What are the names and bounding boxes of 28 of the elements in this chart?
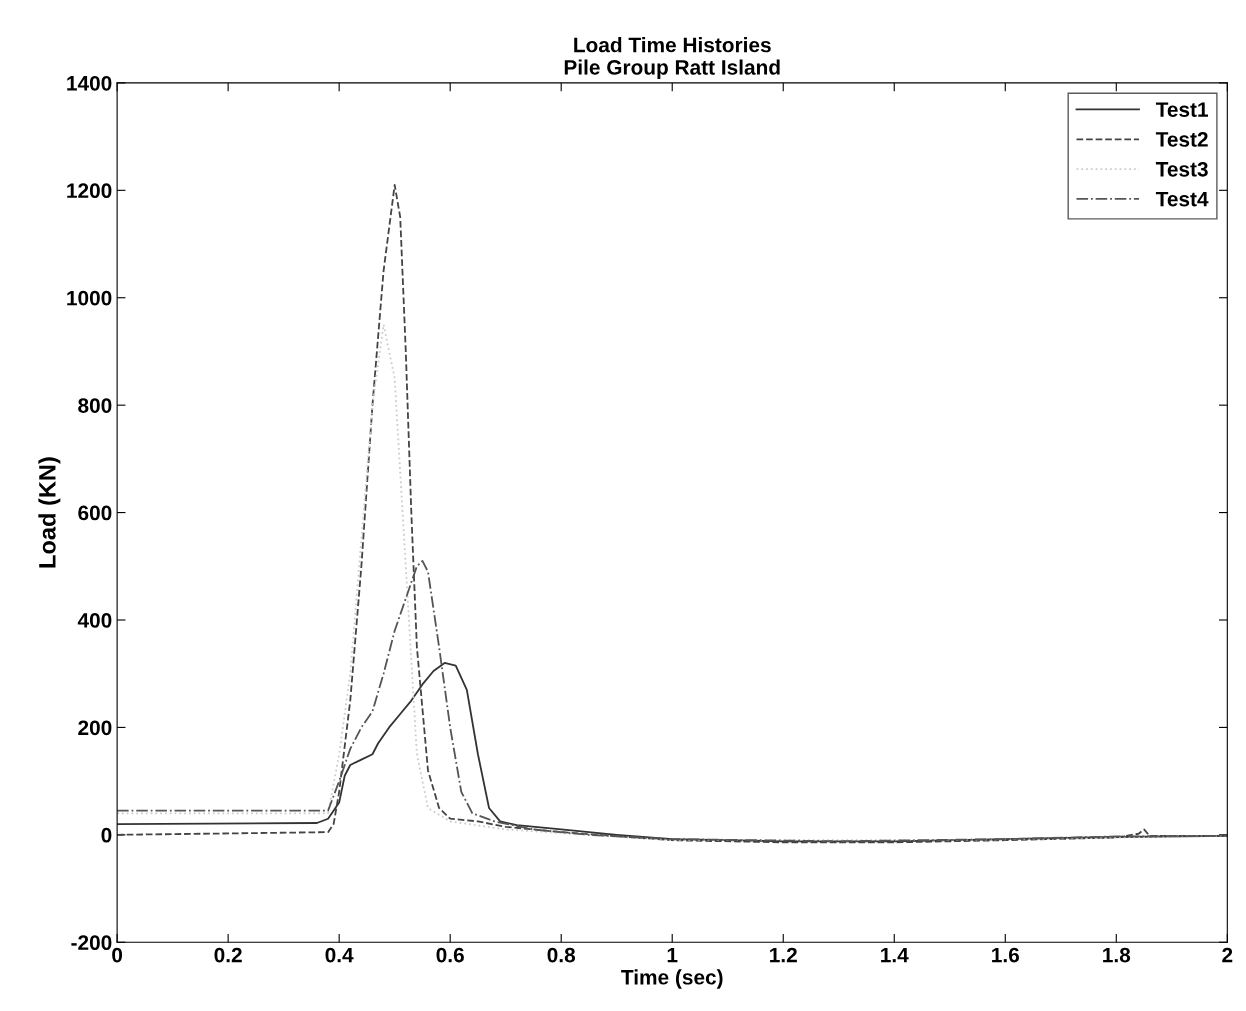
- x-tick-label: 1.8: [1103, 947, 1131, 963]
- x-axis-title: Time (sec): [621, 969, 723, 989]
- line-series: [117, 560, 1228, 843]
- y-tick-label: 400: [77, 613, 112, 628]
- legend-label: Test1: [1155, 102, 1208, 117]
- y-tick-label: 600: [78, 505, 112, 521]
- x-tick-label: 0: [112, 947, 123, 963]
- chart-title: Load Time Histories Pile Group Ratt Island: [564, 37, 780, 79]
- y-tick-label: 1200: [67, 183, 112, 199]
- y-tick-label: 0: [101, 827, 112, 843]
- legend-label: Test3: [1155, 161, 1208, 177]
- x-tick-label: 2: [1222, 947, 1233, 963]
- y-tick-label: 1000: [67, 290, 112, 306]
- x-tick-label: 0.6: [436, 947, 464, 963]
- legend-label: Test4: [1155, 191, 1209, 207]
- x-tick-label: 1.6: [992, 947, 1019, 963]
- x-tick-label: 1.2: [770, 947, 797, 963]
- legend-label: Test2: [1155, 132, 1208, 147]
- x-tick-label: 0.4: [325, 947, 354, 963]
- y-tick-label: 800: [78, 398, 112, 413]
- x-tick-label: 1: [667, 947, 678, 963]
- y-axis-title: Load (KN): [38, 457, 61, 568]
- y-tick-label: -200: [71, 935, 112, 951]
- y-tick-label: 1400: [67, 75, 112, 91]
- x-tick-label: 1.4: [881, 947, 909, 963]
- y-tick-label: 200: [78, 720, 112, 736]
- x-tick-label: 0.2: [214, 947, 242, 963]
- x-tick-label: 0.8: [547, 947, 576, 963]
